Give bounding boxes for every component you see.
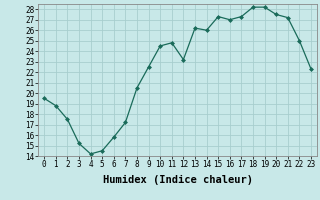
X-axis label: Humidex (Indice chaleur): Humidex (Indice chaleur) bbox=[103, 175, 252, 185]
